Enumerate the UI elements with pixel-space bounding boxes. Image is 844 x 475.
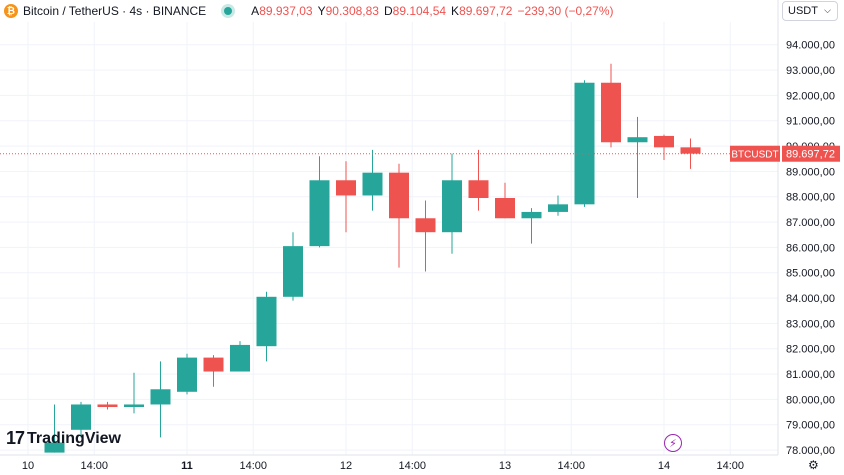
price-tag-bg <box>782 145 840 162</box>
x-tick-label: 14:00 <box>716 460 744 472</box>
y-tick-label: 83.000,00 <box>786 318 835 330</box>
x-tick-label: 14:00 <box>398 460 426 472</box>
low-value: 89.104,54 <box>392 4 447 18</box>
y-tick-label: 92.000,00 <box>786 90 835 102</box>
candle-body <box>150 389 171 405</box>
tradingview-logo[interactable]: 17 TradingView <box>6 428 121 449</box>
candle-body <box>389 172 409 219</box>
y-tick-label: 81.000,00 <box>786 369 835 381</box>
x-tick-label: 11 <box>181 460 193 472</box>
high-key: Y <box>317 4 326 18</box>
y-tick-label: 87.000,00 <box>786 217 835 229</box>
x-tick-label: 13 <box>499 460 511 472</box>
candle-body <box>495 198 515 219</box>
candle-body <box>283 246 303 297</box>
change-value: −239,30 (−0,27%) <box>517 4 614 18</box>
candle-body <box>680 147 701 154</box>
candle-body <box>362 172 383 196</box>
candle-body <box>468 180 489 198</box>
candle-body <box>71 404 91 430</box>
y-tick-label: 78.000,00 <box>786 445 835 457</box>
open-value: 89.937,03 <box>259 4 313 18</box>
x-tick-label: 14:00 <box>557 460 585 472</box>
x-tick-label: 10 <box>22 460 34 472</box>
candle-body <box>256 296 277 347</box>
candle-body <box>44 442 65 453</box>
close-key: K <box>451 4 460 18</box>
currency-select[interactable]: USDT ⌵ <box>782 1 838 21</box>
y-tick-label: 89.000,00 <box>786 166 835 178</box>
candle-body <box>548 204 568 212</box>
low-key: D <box>383 4 393 18</box>
settings-icon[interactable]: ⚙ <box>808 458 819 472</box>
ohlc-values: A 89.937,03 Y 90.308,83 D 89.104,54 K 89.697… <box>246 4 512 18</box>
y-tick-label: 79.000,00 <box>786 420 835 432</box>
symbol-title[interactable]: Bitcoin / TetherUS · 4s · BINANCE <box>23 4 207 18</box>
y-tick-label: 84.000,00 <box>786 293 835 305</box>
y-tick-label: 86.000,00 <box>786 242 835 254</box>
candle-body <box>601 82 621 143</box>
symbol-tag-bg <box>730 145 780 162</box>
candle-body <box>654 135 674 148</box>
symbol-tag-label: BTCUSDT <box>731 150 778 161</box>
candle-body <box>415 218 436 233</box>
y-tick-label: 80.000,00 <box>786 394 835 406</box>
candle-body <box>177 357 197 392</box>
candle-body <box>230 344 250 372</box>
lightning-icon[interactable]: ⚡︎ <box>664 434 682 452</box>
open-key: A <box>251 4 260 18</box>
close-value: 89.697,72 <box>459 4 513 18</box>
candle-body <box>336 180 356 196</box>
candle-body <box>203 357 224 372</box>
x-tick-label: 14:00 <box>239 460 267 472</box>
y-tick-label: 94.000,00 <box>786 40 835 52</box>
y-tick-label: 93.000,00 <box>786 65 835 77</box>
y-tick-label: 91.000,00 <box>786 116 835 128</box>
x-tick-label: 14 <box>658 460 670 472</box>
chevron-down-icon: ⌵ <box>824 5 831 15</box>
candle-body <box>627 137 648 143</box>
candle-body <box>309 180 330 247</box>
candle-body <box>442 180 462 233</box>
high-value: 90.308,83 <box>325 4 379 18</box>
bitcoin-icon: ₿ <box>4 4 18 18</box>
candle-body <box>124 404 144 407</box>
y-tick-label: 82.000,00 <box>786 344 835 356</box>
candle-body <box>97 404 118 407</box>
price-tag-value: 89.697,72 <box>786 149 835 161</box>
market-status-icon[interactable] <box>224 7 233 15</box>
y-tick-label: 85.000,00 <box>786 268 835 280</box>
logo-mark: 17 <box>6 428 25 448</box>
symbol-header: ₿ Bitcoin / TetherUS · 4s · BINANCE A 89.… <box>0 0 770 22</box>
x-tick-label: 12 <box>340 460 352 472</box>
x-tick-label: 14:00 <box>80 460 108 472</box>
logo-text: TradingView <box>27 429 121 447</box>
y-tick-label: 88.000,00 <box>786 192 835 204</box>
currency-select-value: USDT <box>788 5 818 17</box>
candle-body <box>574 82 595 205</box>
candle-body <box>521 211 542 219</box>
